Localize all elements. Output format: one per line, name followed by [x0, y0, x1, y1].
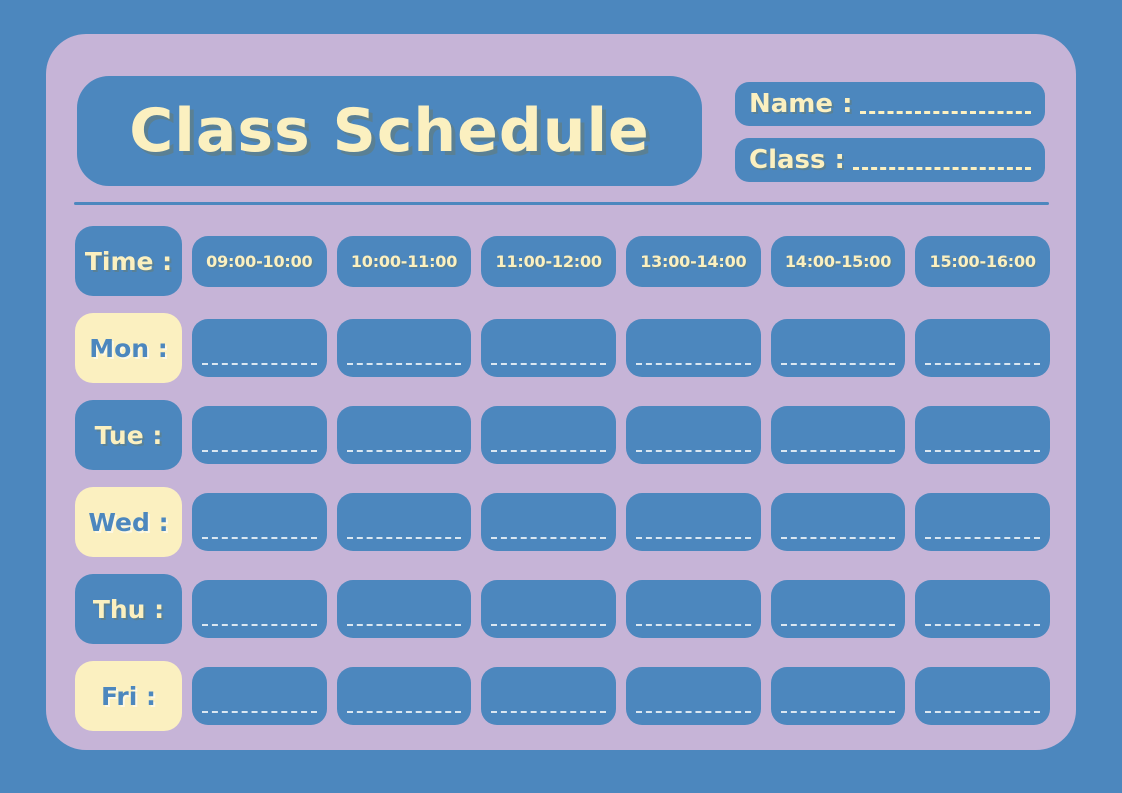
entry-cell[interactable] — [481, 493, 617, 551]
entry-cell[interactable] — [192, 493, 327, 551]
entry-cell[interactable] — [626, 580, 761, 638]
day-label-thu: Thu : — [75, 574, 182, 644]
time-slot-6: 15:00-16:00 — [915, 235, 1051, 287]
entry-cell[interactable] — [481, 580, 617, 638]
time-slot-3: 11:00-12:00 — [481, 235, 617, 287]
entry-cell[interactable] — [770, 319, 906, 377]
day-label-tue: Tue : — [75, 400, 182, 470]
entry-cell[interactable] — [770, 580, 906, 638]
entry-cell[interactable] — [915, 580, 1051, 638]
entry-cell[interactable] — [481, 406, 617, 464]
entry-cell[interactable] — [915, 406, 1051, 464]
time-slot-1: 09:00-10:00 — [192, 235, 327, 287]
time-slot-5: 14:00-15:00 — [770, 235, 906, 287]
entry-cell[interactable] — [915, 319, 1051, 377]
entry-cell[interactable] — [336, 406, 472, 464]
entry-cell[interactable] — [915, 493, 1051, 551]
class-field[interactable]: Class : — [735, 138, 1045, 182]
time-slot-4: 13:00-14:00 — [626, 235, 761, 287]
entry-cell[interactable] — [192, 580, 327, 638]
entry-cell[interactable] — [336, 493, 472, 551]
entry-cell[interactable] — [192, 319, 327, 377]
name-field[interactable]: Name : — [735, 82, 1045, 126]
entry-cell[interactable] — [336, 319, 472, 377]
time-header-label: Time : — [75, 226, 182, 296]
schedule-row: Mon : — [75, 313, 1051, 383]
entry-cell[interactable] — [626, 667, 761, 725]
day-label-mon: Mon : — [75, 313, 182, 383]
title-plate: Class Schedule — [77, 76, 702, 186]
schedule-row: Thu : — [75, 574, 1051, 644]
entry-cell[interactable] — [481, 319, 617, 377]
name-field-blank[interactable] — [860, 110, 1031, 114]
schedule-card: Class Schedule Name : Class : Time :09:0… — [46, 34, 1076, 750]
entry-cell[interactable] — [336, 667, 472, 725]
entry-cell[interactable] — [770, 667, 906, 725]
page-title: Class Schedule — [129, 96, 650, 166]
name-field-label: Name : — [749, 89, 853, 119]
header-divider — [74, 202, 1049, 205]
card-header: Class Schedule Name : Class : — [46, 34, 1076, 200]
entry-cell[interactable] — [481, 667, 617, 725]
day-label-fri: Fri : — [75, 661, 182, 731]
entry-cell[interactable] — [192, 406, 327, 464]
entry-cell[interactable] — [626, 406, 761, 464]
entry-cell[interactable] — [626, 319, 761, 377]
schedule-row: Fri : — [75, 661, 1051, 731]
entry-cell[interactable] — [770, 493, 906, 551]
time-slot-2: 10:00-11:00 — [336, 235, 472, 287]
schedule-grid: Time :09:00-10:00 10:00-11:00 11:00-12:00 1… — [75, 226, 1051, 731]
entry-cell[interactable] — [336, 580, 472, 638]
schedule-row: Tue : — [75, 400, 1051, 470]
entry-cell[interactable] — [915, 667, 1051, 725]
entry-cell[interactable] — [626, 493, 761, 551]
class-field-label: Class : — [749, 145, 845, 175]
time-header-row: Time :09:00-10:00 10:00-11:00 11:00-12:00 1… — [75, 226, 1051, 296]
entry-cell[interactable] — [770, 406, 906, 464]
schedule-row: Wed : — [75, 487, 1051, 557]
class-field-blank[interactable] — [852, 166, 1031, 170]
day-label-wed: Wed : — [75, 487, 182, 557]
entry-cell[interactable] — [192, 667, 327, 725]
